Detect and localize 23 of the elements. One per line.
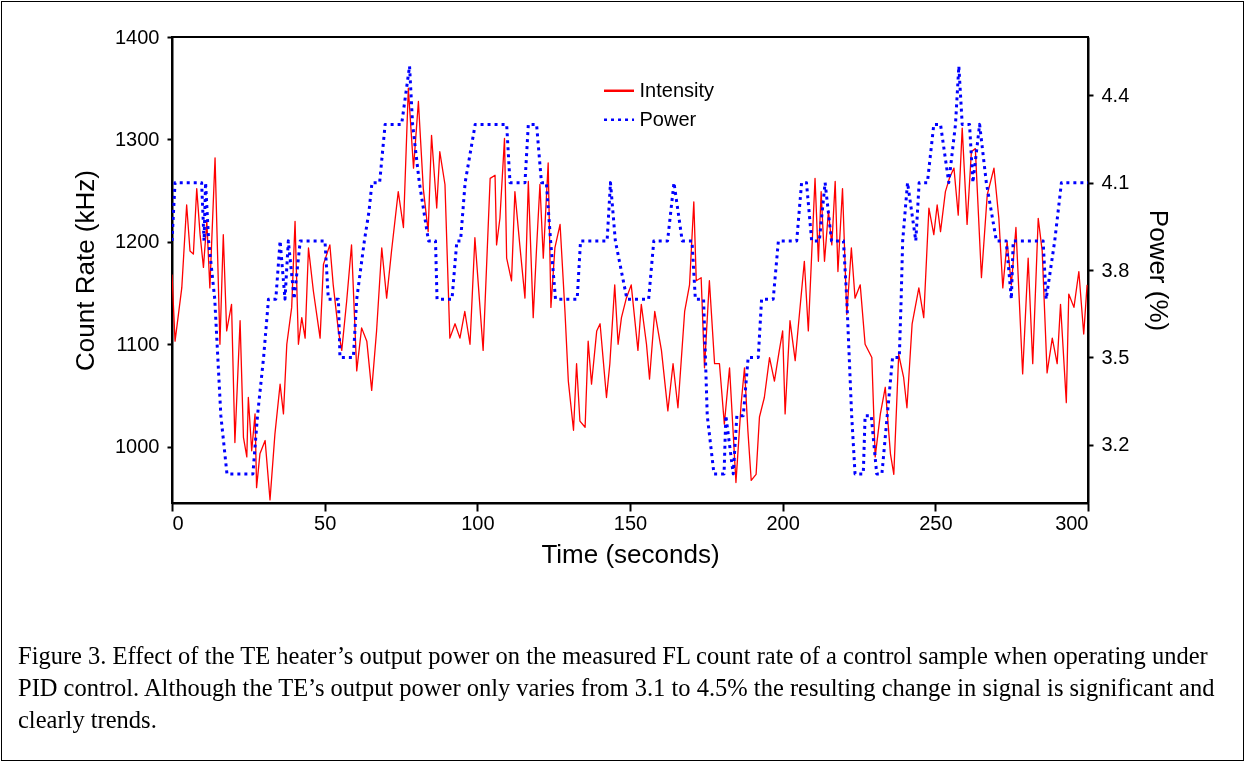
y2-axis-title: Power (%) [1144, 209, 1175, 332]
y2-tick-label: 3.2 [1101, 433, 1130, 456]
y-tick-label: 1000 [115, 435, 160, 458]
x-tick-label: 300 [1055, 511, 1089, 534]
x-tick-label: 50 [314, 511, 337, 534]
x-tick-label: 250 [919, 511, 953, 534]
y-axis-title: Count Rate (kHz) [70, 170, 101, 371]
y-tick-label: 1400 [115, 25, 160, 48]
y2-tick-label: 4.1 [1101, 171, 1130, 194]
caption: Figure 3. Effect of the TE heater’s output power on the measured FL count rate of a control sample when operating under PID control. Although the TE’s output power only varies from 3.1 to 4.5% the resulting change in signal is significant and clearly trends. [18, 641, 1216, 735]
x-axis-title: Time (seconds) [541, 538, 720, 569]
legend-label: Intensity [639, 78, 714, 101]
x-tick-label: 100 [461, 511, 495, 534]
legend-label: Power [639, 107, 697, 130]
y2-tick-label: 3.8 [1101, 258, 1130, 281]
y2-tick-label: 4.4 [1101, 83, 1130, 106]
x-tick-label: 150 [613, 511, 648, 534]
y2-tick-label: 3.5 [1101, 345, 1130, 368]
y-tick-label: 1100 [116, 332, 160, 355]
y-tick-label: 1300 [115, 127, 160, 150]
y-tick-label: 1200 [115, 230, 160, 253]
x-tick-label: 0 [172, 511, 184, 534]
x-tick-label: 200 [766, 511, 800, 534]
